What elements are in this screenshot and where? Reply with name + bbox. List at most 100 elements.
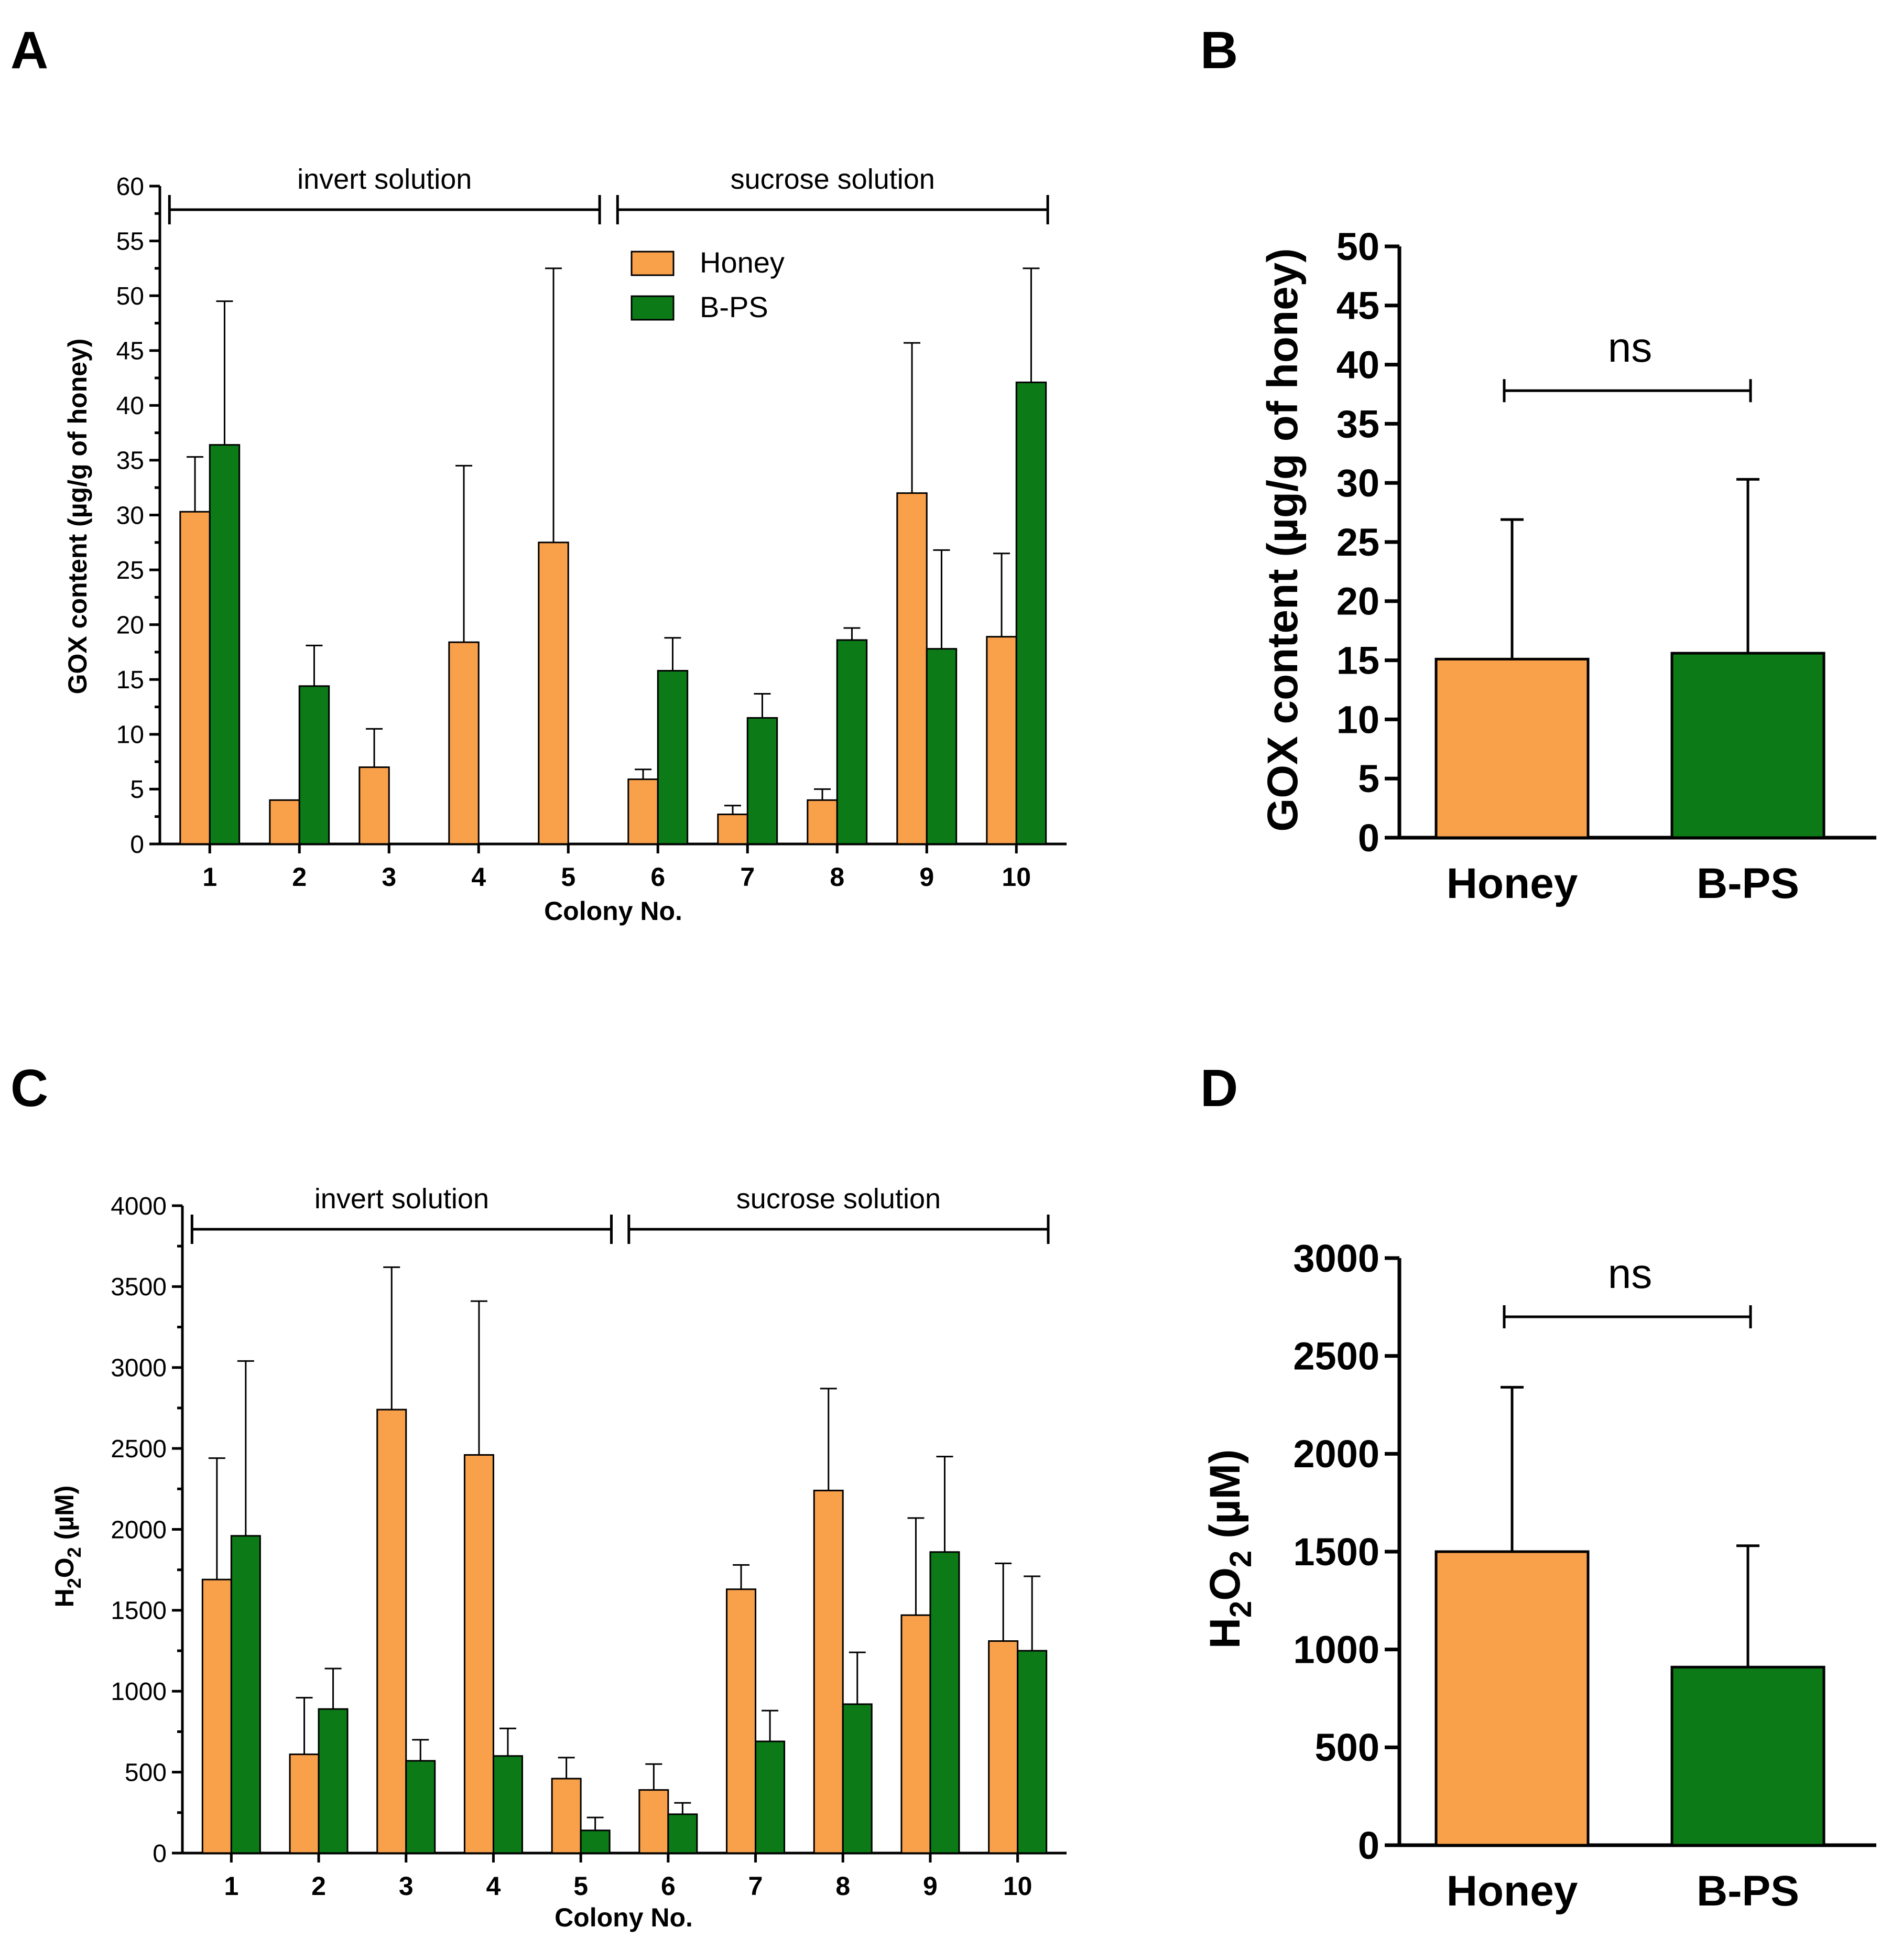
chart-c-bar-honey-colony-7 <box>726 1588 757 1854</box>
chart-b-y-tick-label: 45 <box>1336 284 1379 328</box>
chart-c-y-tick-label: 4000 <box>111 1193 167 1220</box>
chart-a-bar-bps-colony-8 <box>836 639 868 845</box>
chart-d-y-tick-label: 1500 <box>1293 1530 1379 1574</box>
chart-d-y-axis-label: H2O2 (µM) <box>1201 1449 1258 1649</box>
chart-a-x-tick-label: 1 <box>202 862 217 892</box>
chart-b-y-tick-label: 30 <box>1336 461 1379 505</box>
chart-a-y-tick-label: 20 <box>116 611 144 639</box>
panel-label-d: D <box>1200 1059 1238 1118</box>
chart-a-x-tick-label: 5 <box>561 862 575 892</box>
chart-c-y-tick-label: 500 <box>125 1759 167 1786</box>
chart-c-y-tick-label: 2000 <box>111 1516 167 1544</box>
legend-swatch-honey <box>631 251 675 276</box>
chart-a-bar-bps-colony-10 <box>1015 381 1047 845</box>
chart-c-x-tick-label: 10 <box>1003 1871 1033 1901</box>
chart-c-bar-bps-colony-5 <box>580 1829 611 1854</box>
chart-a-bar-honey-colony-1 <box>179 511 211 845</box>
chart-d-x-tick-label: Honey <box>1447 1867 1578 1915</box>
chart-a-bar-honey-colony-10 <box>986 636 1017 845</box>
chart-a-y-tick-label: 5 <box>130 776 144 804</box>
chart-a-bar-honey-colony-9 <box>896 492 928 845</box>
chart-d-y-tick-label: 3000 <box>1293 1237 1379 1280</box>
chart-c-h2o2-by-colony: 0 500 1000 1500 2000 2500 3000 3500 4000 1 2 3 4 5 6 7 8… <box>111 1183 1067 1901</box>
chart-c-x-tick-label: 6 <box>661 1871 676 1901</box>
chart-b-y-tick-label: 35 <box>1336 402 1379 446</box>
chart-d-y-tick-label: 0 <box>1358 1824 1379 1867</box>
chart-a-bar-honey-colony-4 <box>448 641 480 845</box>
chart-a-group-label: invert solution <box>297 164 472 195</box>
chart-a-bar-bps-colony-1 <box>209 444 241 845</box>
chart-b-bar-honey <box>1434 657 1590 839</box>
chart-a-bar-honey-colony-7 <box>717 814 748 845</box>
chart-c-x-tick-label: 1 <box>224 1871 238 1901</box>
chart-b-gox-summary: 0 5 10 15 20 25 30 35 40 45 50 Honey B-PS ns <box>1336 225 1876 907</box>
chart-c-bar-honey-colony-9 <box>900 1614 931 1854</box>
chart-a-x-axis-label: Colony No. <box>544 896 682 926</box>
legend-label-bps: B-PS <box>700 290 768 323</box>
chart-b-y-tick-label: 25 <box>1336 521 1379 564</box>
chart-c-group-label: invert solution <box>314 1183 489 1215</box>
chart-c-bar-honey-colony-8 <box>813 1489 844 1854</box>
chart-d-x-tick-label: B-PS <box>1697 1867 1799 1915</box>
chart-c-bar-bps-colony-1 <box>230 1535 261 1854</box>
chart-c-y-tick-label: 3000 <box>111 1355 167 1382</box>
chart-b-significance-label: ns <box>1608 324 1653 371</box>
chart-c-bar-bps-colony-6 <box>667 1813 698 1854</box>
chart-d-bar-honey <box>1434 1550 1590 1847</box>
chart-c-bar-bps-colony-7 <box>755 1740 786 1854</box>
chart-c-bar-bps-colony-2 <box>318 1708 349 1854</box>
chart-b-x-tick-label: B-PS <box>1697 860 1799 907</box>
chart-a-y-tick-label: 35 <box>116 447 144 475</box>
chart-a-bar-bps-colony-6 <box>657 670 689 845</box>
chart-b-y-tick-label: 40 <box>1336 343 1379 387</box>
chart-a-x-tick-label: 4 <box>471 862 486 892</box>
chart-c-y-tick-label: 1500 <box>111 1597 167 1625</box>
chart-c-x-tick-label: 5 <box>573 1871 588 1901</box>
chart-c-x-tick-label: 2 <box>311 1871 326 1901</box>
chart-a-bar-honey-colony-2 <box>269 799 300 845</box>
panel-label-c: C <box>10 1059 48 1118</box>
legend-label-honey: Honey <box>700 246 785 279</box>
chart-a-x-tick-label: 3 <box>382 862 396 892</box>
chart-a-x-tick-label: 8 <box>830 862 844 892</box>
chart-d-y-tick-label: 2000 <box>1293 1432 1379 1476</box>
chart-a-y-tick-label: 55 <box>116 228 144 255</box>
chart-a-x-tick-label: 7 <box>740 862 755 892</box>
chart-c-y-tick-label: 0 <box>153 1840 167 1868</box>
chart-d-y-tick-label: 500 <box>1315 1726 1379 1769</box>
chart-c-x-tick-label: 3 <box>399 1871 414 1901</box>
chart-a-y-tick-label: 40 <box>116 392 144 420</box>
chart-c-x-tick-label: 4 <box>486 1871 501 1901</box>
chart-a-group-label: sucrose solution <box>731 164 935 195</box>
chart-a-y-tick-label: 15 <box>116 666 144 694</box>
chart-b-bar-bps <box>1670 652 1825 839</box>
chart-c-bar-honey-colony-6 <box>638 1789 669 1854</box>
chart-a-x-tick-label: 2 <box>292 862 307 892</box>
chart-b-y-tick-label: 10 <box>1336 698 1379 741</box>
chart-a-bar-honey-colony-5 <box>538 542 569 845</box>
chart-a-x-tick-label: 10 <box>1002 862 1031 892</box>
chart-a-y-tick-label: 60 <box>116 173 144 201</box>
chart-c-x-tick-label: 7 <box>748 1871 763 1901</box>
chart-a-y-tick-label: 0 <box>130 831 144 859</box>
chart-b-y-tick-label: 50 <box>1336 225 1379 268</box>
chart-c-bar-honey-colony-5 <box>551 1778 582 1854</box>
panel-label-b: B <box>1200 21 1238 80</box>
chart-a-bar-bps-colony-7 <box>746 717 778 845</box>
chart-a-y-tick-label: 50 <box>116 283 144 310</box>
chart-b-y-axis-label: GOX content (µg/g of honey) <box>1259 248 1307 831</box>
chart-a-y-tick-label: 25 <box>116 557 144 584</box>
chart-c-bar-bps-colony-3 <box>405 1760 436 1854</box>
chart-a-bar-honey-colony-3 <box>358 766 390 845</box>
chart-a-y-axis-label: GOX content (µg/g of honey) <box>63 339 92 695</box>
chart-c-bar-honey-colony-3 <box>376 1409 407 1854</box>
chart-c-y-tick-label: 1000 <box>111 1678 167 1706</box>
chart-d-y-tick-label: 2500 <box>1293 1335 1379 1378</box>
chart-d-y-tick-label: 1000 <box>1293 1628 1379 1672</box>
chart-c-x-axis-label: Colony No. <box>555 1903 693 1932</box>
chart-c-bar-bps-colony-4 <box>492 1755 523 1854</box>
chart-c-y-tick-label: 3500 <box>111 1273 167 1301</box>
chart-c-bar-bps-colony-10 <box>1017 1650 1048 1854</box>
